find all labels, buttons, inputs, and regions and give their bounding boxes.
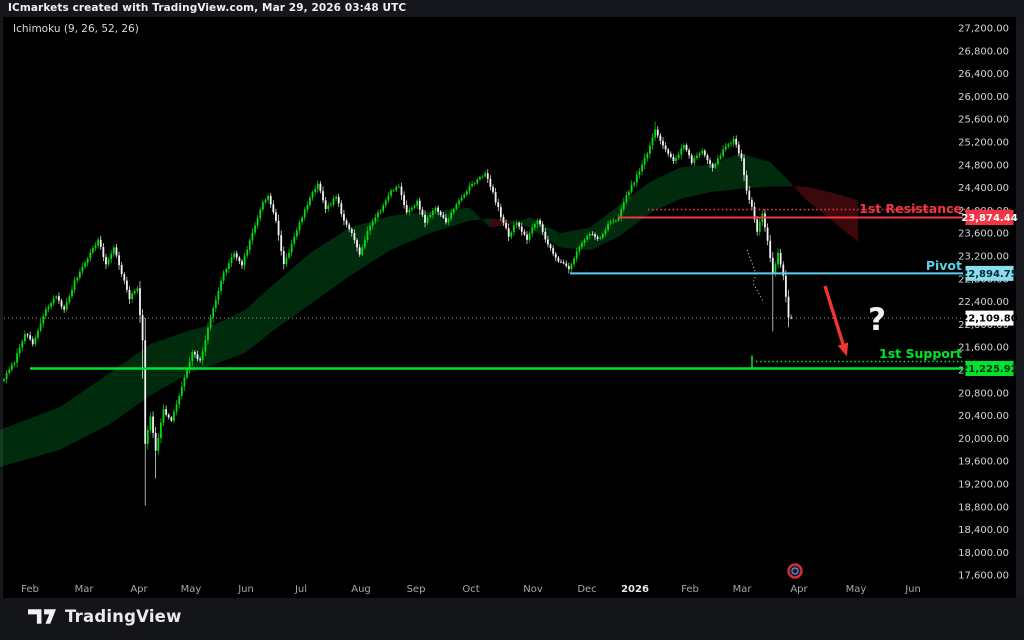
price-tick-label: 20,000.00	[958, 434, 1009, 445]
month-label: Apr	[790, 584, 808, 595]
question-mark-annotation[interactable]: ?	[868, 302, 886, 338]
last-price-badge[interactable]: 22,109.80	[961, 310, 1018, 326]
price-tick-label: 25,600.00	[958, 115, 1009, 126]
month-label: May	[181, 584, 202, 595]
price-tick-label: 26,000.00	[958, 92, 1009, 103]
month-label: Feb	[681, 584, 699, 595]
month-label: Feb	[21, 584, 39, 595]
price-tick-label: 23,200.00	[958, 251, 1009, 262]
month-label: Aug	[351, 584, 371, 595]
price-axis[interactable]: 27,200.00 26,800.00 26,400.00 26,000.00 25,6…	[958, 23, 1009, 581]
footer-bar: TradingView	[0, 598, 1024, 640]
price-tick-label: 23,600.00	[958, 229, 1009, 240]
price-tick-label: 19,600.00	[958, 457, 1009, 468]
economic-event-icon[interactable]	[787, 563, 803, 579]
level-price-badge[interactable]	[965, 265, 1014, 281]
price-tick-label: 21,600.00	[958, 343, 1009, 354]
price-tick-label: 18,000.00	[958, 548, 1009, 559]
level-label: 1st Support	[879, 346, 962, 361]
tradingview-logo-icon	[28, 609, 56, 624]
month-label: Mar	[733, 584, 753, 595]
level-badge-text: 22,894.75	[961, 269, 1017, 280]
ichimoku-cloud	[0, 153, 858, 467]
level-badge-text: 23,874.44	[961, 213, 1017, 224]
dotted-connector	[746, 249, 765, 304]
down-arrow-drawing[interactable]	[823, 285, 849, 357]
watermark-text: ICmarkets created with TradingView.com, …	[8, 2, 407, 14]
month-label: May	[846, 584, 867, 595]
time-axis[interactable]: Feb Mar Apr May Jun Jul Aug Sep Oct Nov Dec 2026 Feb…	[21, 584, 921, 595]
price-tick-label: 18,400.00	[958, 525, 1009, 536]
price-tick-label: 26,800.00	[958, 46, 1009, 57]
price-tick-label: 19,200.00	[958, 479, 1009, 490]
price-tick-label: 27,200.00	[958, 23, 1009, 34]
month-label: Jun	[904, 584, 921, 595]
year-label: 2026	[621, 584, 649, 595]
tradingview-wordmark: TradingView	[65, 607, 182, 626]
price-tick-label: 22,400.00	[958, 297, 1009, 308]
month-label: Apr	[130, 584, 148, 595]
price-tick-label: 20,400.00	[958, 411, 1009, 422]
month-label: Jun	[237, 584, 254, 595]
level-1st-support[interactable]: 1st Support 21,225.92	[30, 346, 1018, 376]
chart-panel: Ichimoku (9, 26, 52, 26)	[3, 17, 1016, 598]
level-price-badge[interactable]	[965, 210, 1014, 226]
price-tick-label: 17,600.00	[958, 571, 1009, 582]
price-tick-label: 25,200.00	[958, 137, 1009, 148]
level-badge-text: 21,225.92	[961, 364, 1017, 375]
price-tick-label: 20,800.00	[958, 388, 1009, 399]
price-tick-label: 24,800.00	[958, 160, 1009, 171]
month-label: Oct	[462, 584, 479, 595]
tradingview-logo[interactable]: TradingView	[28, 607, 182, 626]
level-price-badge[interactable]	[965, 361, 1014, 376]
candles	[3, 121, 793, 506]
month-label: Sep	[407, 584, 426, 595]
level-label: 1st Resistance	[859, 201, 962, 216]
month-label: Jul	[294, 584, 307, 595]
month-label: Mar	[75, 584, 95, 595]
indicator-label[interactable]: Ichimoku (9, 26, 52, 26)	[13, 23, 139, 35]
month-label: Dec	[577, 584, 596, 595]
price-tick-label: 18,800.00	[958, 502, 1009, 513]
price-tick-label: 24,400.00	[958, 183, 1009, 194]
last-price-text: 22,109.80	[961, 314, 1017, 325]
level-label: Pivot	[926, 258, 962, 273]
price-tick-label: 26,400.00	[958, 69, 1009, 80]
month-label: Nov	[523, 584, 543, 595]
watermark-bar: ICmarkets created with TradingView.com, …	[0, 0, 1024, 17]
